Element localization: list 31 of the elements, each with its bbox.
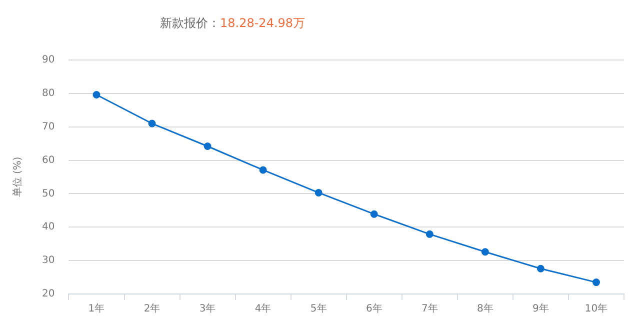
- point: [481, 248, 489, 256]
- y-tick-label: 50: [42, 188, 55, 200]
- point: [314, 188, 322, 196]
- y-tick-label: 40: [42, 222, 55, 233]
- y-tick-label: 30: [42, 255, 55, 266]
- point: [370, 210, 378, 218]
- x-tick-label: 8年: [476, 302, 494, 315]
- point: [92, 91, 100, 99]
- x-tick-label: 3年: [199, 302, 216, 315]
- x-tick-label: 7年: [421, 302, 438, 315]
- x-tick-label: 2年: [144, 302, 160, 315]
- y-tick-label: 70: [42, 121, 55, 132]
- x-tick-label: 5年: [310, 302, 327, 315]
- x-tick-label: 4年: [254, 302, 272, 315]
- y-tick-label: 90: [42, 54, 55, 66]
- point: [592, 278, 600, 286]
- y-axis-title: 单位 (%): [12, 156, 24, 198]
- text: 18.28-24.98万: [220, 16, 306, 30]
- point: [148, 120, 156, 128]
- point: [204, 142, 212, 150]
- text: 新款报价：: [160, 16, 220, 30]
- x-tick-label: 10年: [584, 302, 608, 315]
- y-tick-label: 60: [42, 154, 55, 166]
- point: [536, 264, 544, 272]
- point: [259, 166, 267, 174]
- y-tick-label: 20: [42, 288, 55, 300]
- x-tick-label: 6年: [366, 302, 382, 315]
- point: [426, 230, 434, 238]
- x-tick-label: 1年: [88, 302, 105, 315]
- y-tick-label: 80: [42, 88, 55, 100]
- x-tick-label: 9年: [532, 302, 549, 315]
